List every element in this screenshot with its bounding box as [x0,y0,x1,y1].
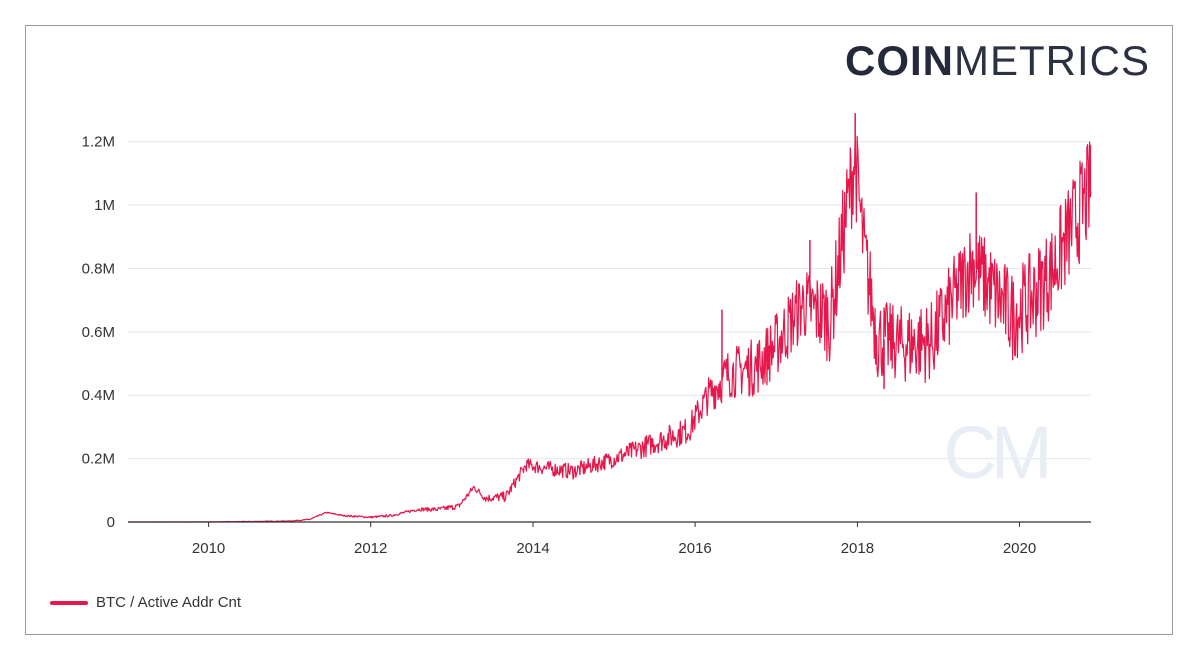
y-tick-label: 0.6M [82,324,115,341]
y-tick-label: 0 [107,514,115,531]
coinmetrics-logo: COINMETRICS [845,40,1150,82]
y-tick-label: 0.2M [82,451,115,468]
series-btc-active-addr [128,113,1092,523]
x-tick-label: 2010 [192,540,225,557]
legend[interactable]: BTC / Active Addr Cnt [50,594,241,611]
logo-metrics: METRICS [954,37,1150,84]
y-tick-label: 0.8M [82,260,115,277]
legend-label: BTC / Active Addr Cnt [96,594,242,611]
y-tick-label: 1M [94,197,115,214]
y-axis: 0 0.2M 0.4M 0.6M 0.8M 1M 1.2M [82,134,115,531]
x-tick-label: 2020 [1003,540,1036,557]
x-tick-label: 2018 [841,540,874,557]
x-tick-label: 2012 [354,540,387,557]
legend-swatch [50,600,88,605]
logo-coin: COIN [845,37,954,84]
x-tick-label: 2014 [516,540,549,557]
y-tick-label: 0.4M [82,387,115,404]
x-tick-label: 2016 [678,540,711,557]
watermark-cm: CM [943,411,1046,494]
series-line [128,135,1092,523]
x-axis: 2010 2012 2014 2016 2018 2020 [128,521,1091,557]
y-tick-label: 1.2M [82,134,115,151]
watermark: CM [943,411,1052,494]
chart-frame [25,25,1173,635]
